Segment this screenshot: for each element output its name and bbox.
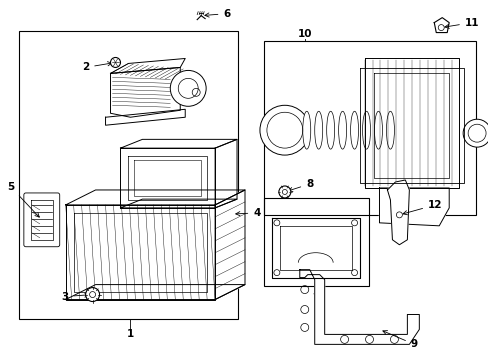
Circle shape <box>85 288 100 302</box>
Bar <box>264 41 475 215</box>
Polygon shape <box>110 58 185 73</box>
Polygon shape <box>271 218 359 278</box>
Text: 6: 6 <box>204 9 230 19</box>
FancyBboxPatch shape <box>24 193 60 247</box>
Ellipse shape <box>302 111 310 149</box>
Polygon shape <box>65 285 244 300</box>
Polygon shape <box>386 180 408 245</box>
Text: 4: 4 <box>235 208 260 218</box>
Text: 8: 8 <box>288 179 313 192</box>
Text: 1: 1 <box>126 329 134 339</box>
Polygon shape <box>379 188 448 226</box>
Ellipse shape <box>350 111 358 149</box>
Polygon shape <box>65 205 215 300</box>
Text: 9: 9 <box>382 330 417 349</box>
Circle shape <box>260 105 309 155</box>
Polygon shape <box>110 67 180 117</box>
Circle shape <box>110 58 120 67</box>
Text: 11: 11 <box>444 18 478 28</box>
Polygon shape <box>120 139 237 148</box>
Ellipse shape <box>314 111 322 149</box>
Circle shape <box>170 71 206 106</box>
Ellipse shape <box>338 111 346 149</box>
Polygon shape <box>215 139 237 208</box>
Text: 10: 10 <box>297 28 311 39</box>
Polygon shape <box>120 148 215 208</box>
Polygon shape <box>299 270 419 345</box>
Circle shape <box>462 119 488 147</box>
Polygon shape <box>105 109 185 125</box>
Ellipse shape <box>326 111 334 149</box>
Text: 7: 7 <box>311 293 319 302</box>
Text: 2: 2 <box>82 62 112 72</box>
Text: 3: 3 <box>61 292 89 302</box>
Polygon shape <box>364 58 458 188</box>
Polygon shape <box>215 190 244 300</box>
Circle shape <box>89 292 95 298</box>
Ellipse shape <box>362 111 370 149</box>
Polygon shape <box>120 199 237 208</box>
Bar <box>19 31 238 319</box>
Text: 12: 12 <box>402 200 442 215</box>
Ellipse shape <box>374 111 382 149</box>
Circle shape <box>278 186 290 198</box>
Text: 5: 5 <box>7 182 39 217</box>
Ellipse shape <box>386 111 394 149</box>
Bar <box>264 198 368 285</box>
